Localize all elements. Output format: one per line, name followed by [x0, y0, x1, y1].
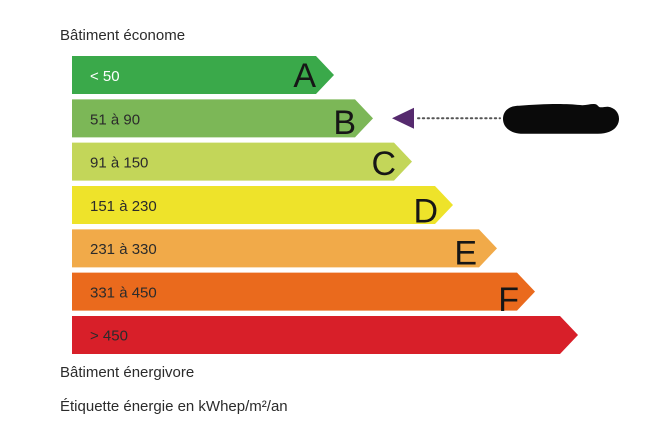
svg-text:> 450: > 450 — [90, 328, 128, 345]
svg-text:151 à 230: 151 à 230 — [90, 198, 157, 215]
svg-text:51 à 90: 51 à 90 — [90, 111, 140, 128]
svg-text:91 à 150: 91 à 150 — [90, 155, 148, 172]
svg-text:B: B — [333, 104, 356, 142]
svg-text:F: F — [498, 281, 519, 319]
svg-text:231 à 330: 231 à 330 — [90, 241, 157, 258]
svg-text:A: A — [293, 57, 316, 95]
svg-text:C: C — [371, 145, 396, 183]
svg-text:331 à 450: 331 à 450 — [90, 284, 157, 301]
svg-text:E: E — [454, 235, 477, 273]
svg-text:D: D — [413, 192, 438, 230]
svg-text:< 50: < 50 — [90, 68, 120, 85]
